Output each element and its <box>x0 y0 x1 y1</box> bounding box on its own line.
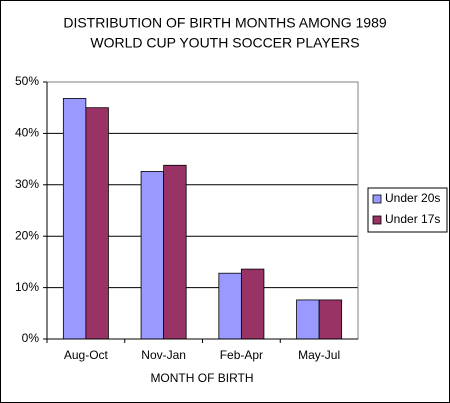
y-tick-label: 50% <box>15 74 39 88</box>
legend-swatch <box>372 194 382 204</box>
chart-title: DISTRIBUTION OF BIRTH MONTHS AMONG 1989 <box>63 15 387 31</box>
bar <box>296 299 320 340</box>
bar <box>318 299 343 340</box>
y-tick-label: 20% <box>15 228 39 242</box>
y-tick-label: 0% <box>22 331 40 345</box>
x-tick-label: Feb-Apr <box>220 348 263 362</box>
x-tick-label: Aug-Oct <box>64 348 109 362</box>
bar <box>218 272 242 340</box>
chart-title: WORLD CUP YOUTH SOCCER PLAYERS <box>90 35 359 51</box>
x-tick-label: Nov-Jan <box>141 348 186 362</box>
bar <box>85 107 109 340</box>
legend-swatch <box>372 215 382 225</box>
x-axis-label: MONTH OF BIRTH <box>150 371 253 385</box>
y-tick-label: 30% <box>15 177 39 191</box>
legend-label: Under 20s <box>385 191 440 205</box>
y-tick-label: 40% <box>15 126 39 140</box>
bar <box>163 164 187 340</box>
legend-label: Under 17s <box>385 212 440 226</box>
y-tick-label: 10% <box>15 280 39 294</box>
bar <box>240 268 265 340</box>
bar <box>140 171 165 340</box>
bar <box>62 98 87 340</box>
x-tick-label: May-Jul <box>298 348 340 362</box>
